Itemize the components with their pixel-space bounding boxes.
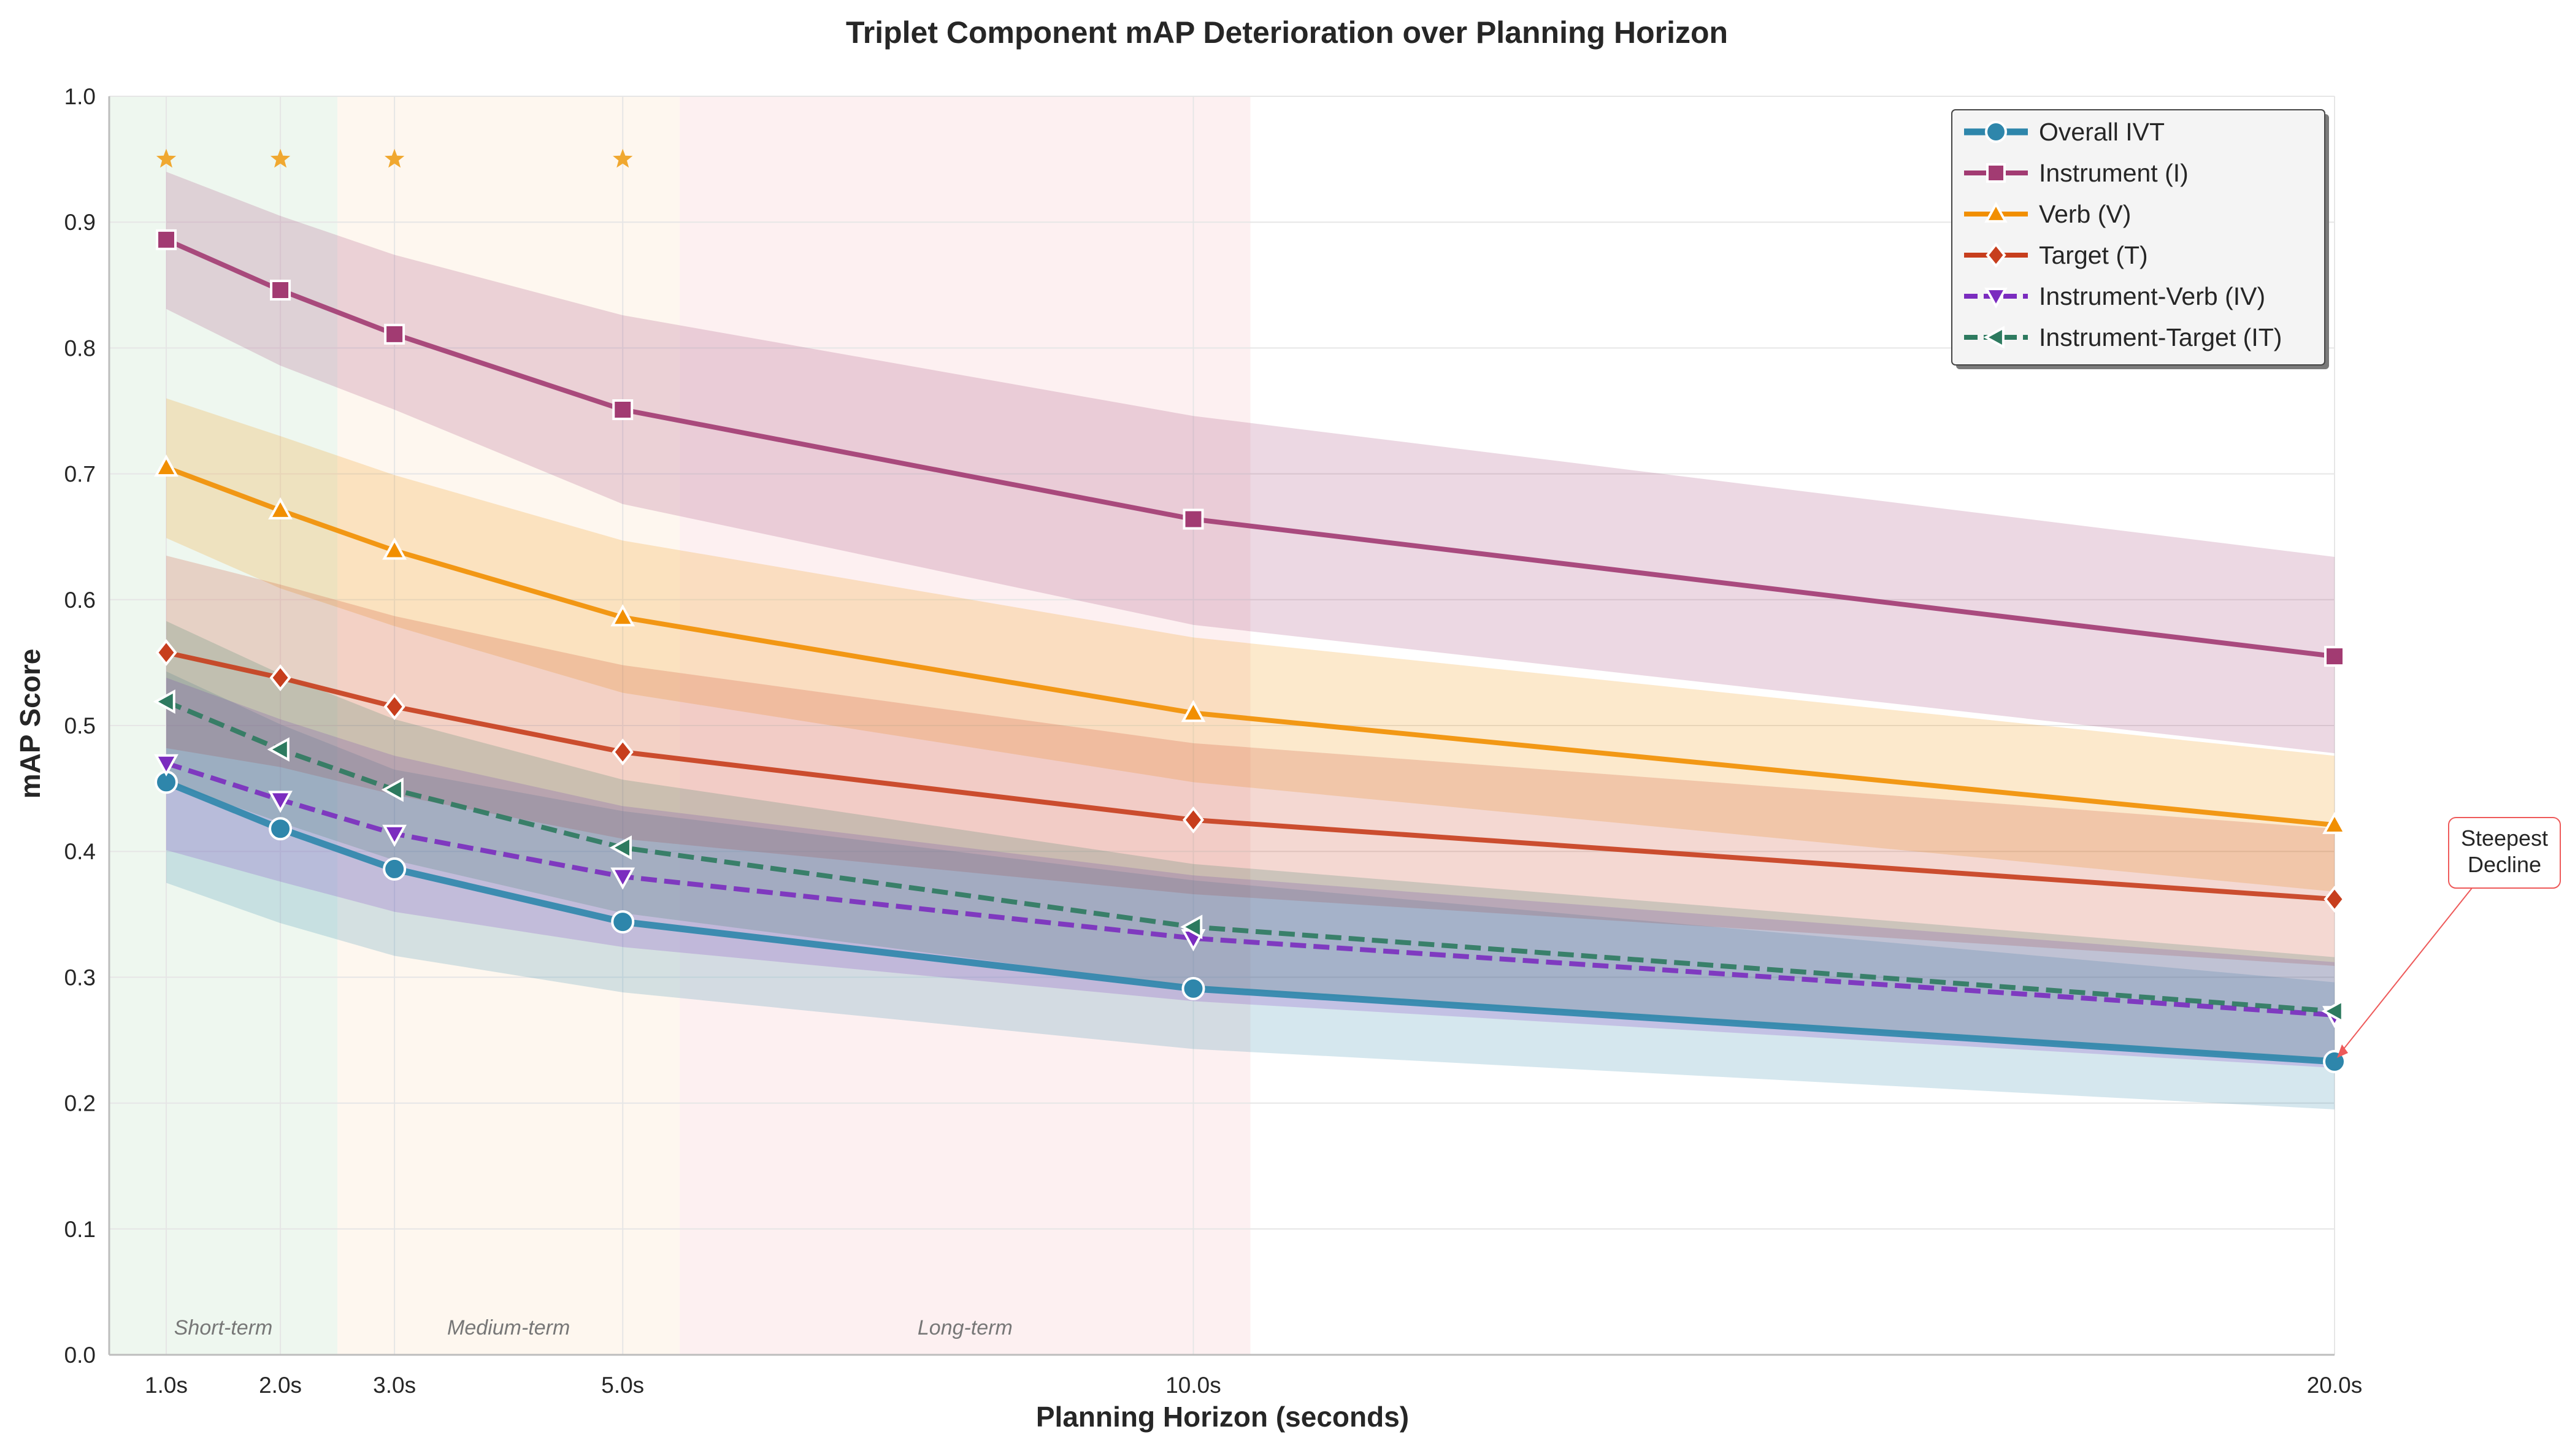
data-point [612, 738, 634, 766]
data-point [382, 824, 407, 847]
data-point [156, 229, 177, 250]
significance-star-icon [270, 148, 291, 168]
band-0 [166, 671, 2335, 1109]
series-line-4 [165, 761, 2335, 1017]
x-tick-label: 3.0s [373, 1373, 416, 1398]
legend-marker [1984, 288, 2008, 309]
significance-star-icon [156, 148, 177, 168]
data-point [611, 910, 635, 934]
data-point [610, 867, 635, 890]
arrowhead-icon [2337, 1044, 2348, 1058]
legend: Overall IVT Instrument (I) Verb (V) Target … [1951, 109, 2329, 369]
data-point [610, 604, 635, 627]
data-point [2324, 886, 2346, 913]
annotation-box [2448, 817, 2561, 889]
band-2 [166, 398, 2335, 892]
data-point [381, 777, 404, 802]
region-label: Long-term [918, 1316, 1013, 1339]
data-point [270, 280, 291, 301]
data-point [2322, 811, 2347, 834]
data-point [2321, 998, 2344, 1024]
legend-label: Overall IVT [2039, 118, 2165, 146]
legend-label: Instrument (I) [2039, 159, 2189, 187]
data-point [1183, 508, 1204, 530]
y-tick-label: 0.3 [64, 965, 96, 990]
data-point [1180, 914, 1203, 940]
data-point [2324, 646, 2345, 667]
legend-label: Instrument-Target (IT) [2039, 323, 2282, 351]
data-point [268, 497, 293, 519]
series-line-3 [166, 650, 2335, 902]
x-tick-label: 1.0s [145, 1373, 188, 1398]
data-point [155, 639, 177, 666]
significance-star-icon [613, 148, 633, 168]
chart-title: Triplet Component mAP Deterioration over… [846, 15, 1728, 50]
region-label: Medium-term [447, 1316, 570, 1339]
series-line-5 [165, 699, 2335, 1014]
x-axis-label: Planning Horizon (seconds) [1036, 1401, 1409, 1433]
data-point [154, 454, 178, 477]
y-axis-label: mAP Score [14, 649, 46, 799]
legend-label: Instrument-Verb (IV) [2039, 282, 2265, 310]
data-point [1182, 806, 1205, 833]
y-tick-label: 0.9 [64, 210, 96, 235]
x-tick-label: 5.0s [601, 1373, 644, 1398]
annotation-arrow [2339, 887, 2473, 1055]
band-1 [166, 172, 2335, 754]
legend-marker [1984, 201, 2008, 223]
legend-box [1951, 109, 2325, 366]
data-point [1181, 976, 1205, 1000]
y-tick-label: 0.8 [64, 335, 96, 361]
series-line-1 [165, 237, 2335, 659]
legend-marker [1986, 163, 2006, 183]
data-point [383, 857, 407, 881]
legend-marker [1983, 326, 2005, 349]
data-point [267, 737, 290, 762]
band-5 [166, 621, 2335, 1063]
legend-marker [1986, 242, 2006, 268]
x-tick-label: 20.0s [2307, 1373, 2363, 1398]
data-point [384, 323, 405, 345]
y-tick-label: 0.2 [64, 1091, 96, 1116]
data-point [612, 399, 634, 420]
annotation-text: Steepest [2461, 826, 2548, 851]
x-tick-label: 2.0s [259, 1373, 302, 1398]
data-point [1181, 700, 1206, 722]
series-line-2 [165, 465, 2335, 828]
data-point [153, 689, 175, 714]
region-label: Short-term [174, 1316, 273, 1339]
legend-label: Target (T) [2039, 241, 2148, 269]
annotation-text: Decline [2468, 852, 2541, 877]
data-point [269, 664, 291, 691]
legend-label: Verb (V) [2039, 200, 2131, 228]
y-tick-label: 0.5 [64, 713, 96, 738]
series-line-0 [164, 779, 2335, 1065]
data-point [268, 791, 293, 813]
data-point [154, 754, 178, 776]
significance-star-icon [385, 148, 405, 168]
y-tick-label: 0.7 [64, 462, 96, 487]
data-point [382, 537, 407, 560]
data-point [383, 693, 405, 721]
y-tick-label: 1.0 [64, 84, 96, 109]
y-tick-label: 0.1 [64, 1217, 96, 1242]
y-tick-label: 0.0 [64, 1343, 96, 1368]
data-point [269, 817, 293, 841]
y-tick-label: 0.4 [64, 839, 96, 864]
y-tick-label: 0.6 [64, 588, 96, 613]
data-point [609, 835, 632, 860]
legend-marker [1985, 121, 2007, 143]
x-tick-label: 10.0s [1165, 1373, 1221, 1398]
